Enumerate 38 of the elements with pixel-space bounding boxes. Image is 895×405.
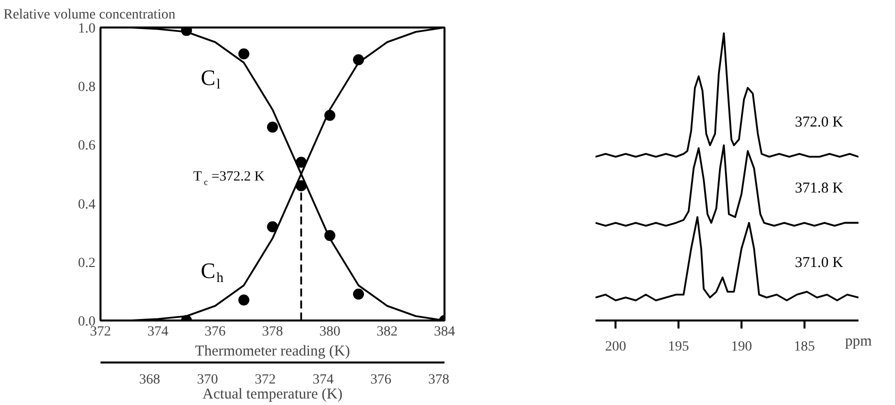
x2-tick-label: 374	[312, 372, 334, 388]
x2-tick-label: 368	[139, 372, 160, 388]
y-axis-title: Relative volume concentration	[4, 8, 176, 22]
x2-axis-title: Actual temperature (K)	[202, 386, 342, 402]
x-tick-label: 190	[730, 340, 752, 354]
y-tick-label: 0.8	[78, 80, 96, 96]
point	[267, 122, 278, 133]
x-axis-title: ppm	[845, 334, 872, 350]
y-tick-label: 0.2	[78, 256, 96, 271]
x2-tick-label: 378	[428, 372, 450, 388]
series-label: 371.8 K	[794, 180, 844, 196]
point	[296, 156, 307, 168]
x-tick-label: 376	[204, 324, 226, 340]
x-axis-title: Thermometer reading (K)	[195, 344, 350, 360]
y-tick-label: 1.0	[78, 22, 96, 36]
x-tick-label: 384	[434, 324, 455, 340]
x-tick-label: 380	[319, 324, 340, 340]
y-tick-label: 0.4	[78, 197, 96, 212]
x2-tick-label: 370	[196, 372, 218, 388]
point	[267, 221, 278, 232]
x-tick-label: 200	[605, 340, 626, 354]
point	[324, 230, 336, 242]
x-tick-label: 372	[90, 324, 111, 340]
x-tick-label: 374	[147, 324, 168, 340]
point	[353, 288, 364, 300]
y-tick-label: 0.6	[78, 138, 96, 154]
x-tick-label: 378	[262, 324, 283, 340]
series-label: 372.0 K	[794, 114, 844, 130]
x-tick-label: 185	[794, 340, 815, 354]
series-label: 371.0 K	[794, 255, 844, 272]
point	[324, 110, 336, 121]
x-tick-label: 382	[376, 324, 398, 340]
x2-tick-label: 372	[254, 372, 276, 388]
point	[238, 48, 250, 60]
point	[353, 54, 364, 66]
point	[238, 294, 250, 306]
x-tick-label: 195	[668, 340, 690, 354]
x2-tick-label: 376	[370, 372, 392, 388]
